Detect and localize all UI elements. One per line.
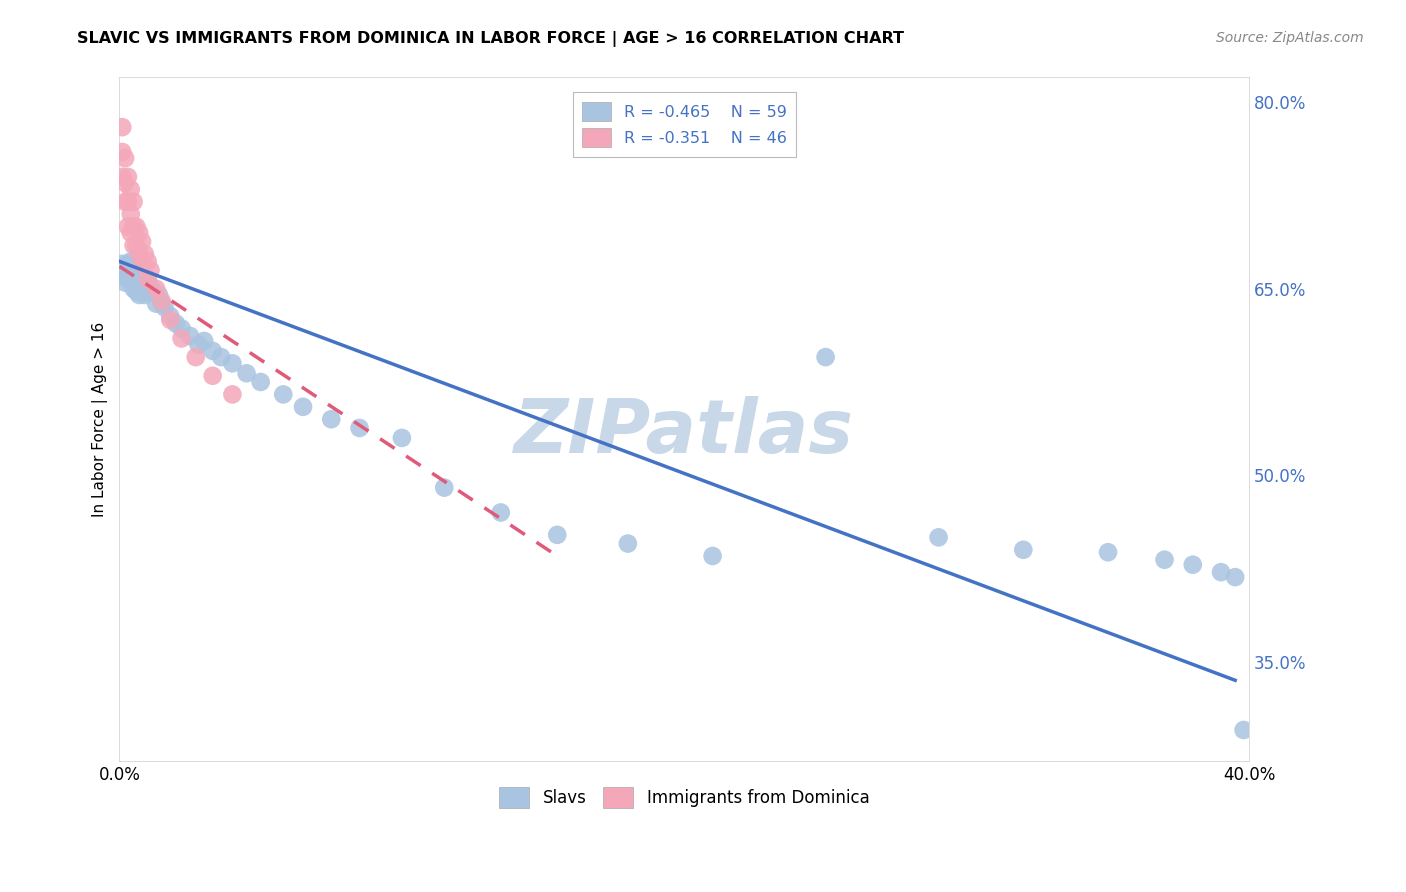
- Point: [184, 350, 207, 364]
- Point: [150, 296, 173, 310]
- Point: [433, 481, 456, 495]
- Point: [814, 350, 837, 364]
- Point: [125, 219, 148, 234]
- Point: [131, 235, 153, 249]
- Y-axis label: In Labor Force | Age > 16: In Labor Force | Age > 16: [93, 322, 108, 516]
- Text: ZIPatlas: ZIPatlas: [515, 396, 855, 469]
- Point: [546, 528, 568, 542]
- Point: [122, 272, 145, 286]
- Point: [136, 272, 159, 286]
- Point: [221, 387, 243, 401]
- Point: [117, 263, 139, 277]
- Point: [136, 272, 159, 286]
- Point: [1181, 558, 1204, 572]
- Point: [128, 288, 150, 302]
- Point: [125, 238, 148, 252]
- Point: [122, 238, 145, 252]
- Point: [120, 254, 142, 268]
- Point: [617, 536, 640, 550]
- Point: [201, 368, 224, 383]
- Point: [120, 207, 142, 221]
- Point: [120, 182, 142, 196]
- Point: [928, 530, 950, 544]
- Point: [114, 194, 136, 209]
- Point: [702, 549, 724, 563]
- Point: [136, 284, 159, 298]
- Point: [128, 226, 150, 240]
- Point: [150, 294, 173, 309]
- Point: [139, 263, 162, 277]
- Point: [111, 145, 134, 159]
- Point: [114, 151, 136, 165]
- Text: SLAVIC VS IMMIGRANTS FROM DOMINICA IN LABOR FORCE | AGE > 16 CORRELATION CHART: SLAVIC VS IMMIGRANTS FROM DOMINICA IN LA…: [77, 31, 904, 47]
- Point: [193, 334, 215, 348]
- Point: [145, 296, 167, 310]
- Point: [136, 254, 159, 268]
- Point: [131, 257, 153, 271]
- Point: [292, 400, 315, 414]
- Point: [134, 276, 156, 290]
- Point: [117, 169, 139, 184]
- Point: [111, 120, 134, 135]
- Point: [249, 375, 271, 389]
- Point: [128, 276, 150, 290]
- Point: [111, 263, 134, 277]
- Point: [235, 366, 257, 380]
- Point: [321, 412, 343, 426]
- Point: [1209, 565, 1232, 579]
- Point: [114, 176, 136, 190]
- Point: [128, 247, 150, 261]
- Point: [201, 343, 224, 358]
- Point: [159, 309, 181, 323]
- Point: [165, 317, 187, 331]
- Point: [120, 226, 142, 240]
- Point: [117, 272, 139, 286]
- Point: [142, 284, 165, 298]
- Point: [139, 279, 162, 293]
- Point: [170, 331, 193, 345]
- Point: [209, 350, 232, 364]
- Point: [1097, 545, 1119, 559]
- Point: [120, 269, 142, 284]
- Point: [1233, 723, 1256, 737]
- Point: [145, 282, 167, 296]
- Point: [349, 421, 371, 435]
- Point: [117, 194, 139, 209]
- Point: [1153, 552, 1175, 566]
- Point: [122, 194, 145, 209]
- Text: Source: ZipAtlas.com: Source: ZipAtlas.com: [1216, 31, 1364, 45]
- Point: [221, 356, 243, 370]
- Point: [122, 219, 145, 234]
- Point: [159, 313, 181, 327]
- Legend: Slavs, Immigrants from Dominica: Slavs, Immigrants from Dominica: [492, 780, 876, 814]
- Point: [117, 219, 139, 234]
- Point: [131, 282, 153, 296]
- Point: [128, 267, 150, 281]
- Point: [134, 247, 156, 261]
- Point: [391, 431, 413, 445]
- Point: [148, 288, 170, 302]
- Point: [271, 387, 294, 401]
- Point: [187, 337, 209, 351]
- Point: [1223, 570, 1246, 584]
- Point: [131, 269, 153, 284]
- Point: [117, 257, 139, 271]
- Point: [179, 329, 201, 343]
- Point: [114, 276, 136, 290]
- Point: [125, 269, 148, 284]
- Point: [153, 301, 176, 315]
- Point: [170, 321, 193, 335]
- Point: [122, 263, 145, 277]
- Point: [134, 288, 156, 302]
- Point: [125, 284, 148, 298]
- Point: [1012, 542, 1035, 557]
- Point: [111, 257, 134, 271]
- Point: [111, 169, 134, 184]
- Point: [114, 269, 136, 284]
- Point: [489, 506, 512, 520]
- Point: [122, 282, 145, 296]
